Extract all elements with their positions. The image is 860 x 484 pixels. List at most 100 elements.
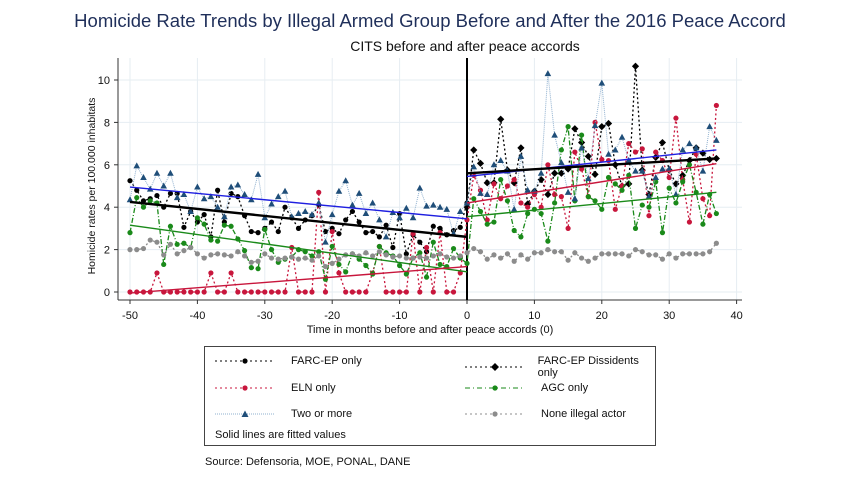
data-point xyxy=(356,219,362,225)
data-point xyxy=(484,256,490,262)
data-point xyxy=(497,157,504,164)
data-point xyxy=(134,187,140,193)
data-point xyxy=(262,226,268,233)
data-point xyxy=(396,214,403,221)
data-point xyxy=(316,189,322,195)
data-point xyxy=(504,183,511,189)
data-point xyxy=(173,194,181,201)
data-point xyxy=(167,169,174,176)
data-point xyxy=(592,255,598,261)
data-point xyxy=(450,245,457,252)
fitted-line xyxy=(466,157,717,175)
x-tick-label: 0 xyxy=(464,310,470,322)
data-point xyxy=(585,194,591,200)
data-point xyxy=(255,266,261,272)
data-point xyxy=(376,234,382,240)
data-point xyxy=(443,205,451,212)
data-point xyxy=(537,169,545,176)
data-point xyxy=(545,238,551,244)
data-point xyxy=(490,161,498,168)
data-point xyxy=(397,289,403,295)
data-point xyxy=(316,253,322,259)
legend-item-agc: AGC only xyxy=(465,382,588,394)
data-point xyxy=(646,204,652,210)
data-point xyxy=(504,198,511,204)
data-point xyxy=(619,251,625,257)
legend-label: FARC-EP Dissidents only xyxy=(537,355,639,379)
data-point xyxy=(652,174,660,181)
data-point xyxy=(309,257,315,263)
data-point xyxy=(363,250,369,256)
data-point xyxy=(127,289,133,295)
data-point xyxy=(181,224,187,230)
data-point xyxy=(221,289,227,295)
legend-item-eln: ELN only xyxy=(215,382,336,394)
y-tick-label: 4 xyxy=(104,202,110,214)
data-point xyxy=(416,184,424,191)
data-point xyxy=(201,289,207,295)
data-point xyxy=(464,260,470,266)
data-point xyxy=(228,190,234,197)
data-point xyxy=(639,146,645,152)
data-point xyxy=(517,152,525,159)
data-point xyxy=(491,219,497,225)
data-point xyxy=(126,196,134,203)
legend-label: ELN only xyxy=(291,382,336,394)
data-point xyxy=(531,250,538,256)
data-point xyxy=(362,210,370,217)
data-point xyxy=(577,138,586,147)
y-axis-label: Homicide rates per 100.000 inhabitats xyxy=(86,98,98,275)
data-point xyxy=(248,259,254,265)
y-tick-label: 0 xyxy=(104,287,110,299)
data-point xyxy=(632,167,639,174)
data-point xyxy=(599,156,605,163)
x-tick-label: 40 xyxy=(730,310,742,322)
data-point xyxy=(673,115,679,121)
data-point xyxy=(268,200,275,207)
data-point xyxy=(255,230,261,236)
data-point xyxy=(666,185,672,191)
data-point xyxy=(430,253,436,259)
data-point xyxy=(241,248,248,254)
data-point xyxy=(552,191,558,198)
data-point xyxy=(308,211,316,218)
data-point xyxy=(133,162,141,169)
data-point xyxy=(591,170,599,178)
data-point xyxy=(383,289,389,295)
legend-symbol-circle xyxy=(465,385,525,391)
data-point xyxy=(558,147,564,153)
data-point xyxy=(295,289,302,295)
data-point xyxy=(525,256,531,262)
data-point xyxy=(618,133,626,140)
data-point xyxy=(450,255,457,261)
series-line xyxy=(129,126,717,280)
data-point xyxy=(430,239,436,245)
data-point xyxy=(180,190,188,197)
data-point xyxy=(578,255,585,261)
legend-label: Two or more xyxy=(291,408,353,420)
data-point xyxy=(268,255,275,261)
data-point xyxy=(679,171,687,179)
data-point xyxy=(700,196,706,202)
data-point xyxy=(558,159,565,166)
data-point xyxy=(605,174,612,181)
data-point xyxy=(558,249,564,255)
data-point xyxy=(646,252,652,258)
data-point xyxy=(605,251,612,257)
data-point xyxy=(315,199,323,206)
legend-note: Solid lines are fitted values xyxy=(215,429,346,441)
data-point xyxy=(625,180,633,188)
data-point xyxy=(140,245,147,252)
data-point xyxy=(342,177,349,184)
data-point xyxy=(511,258,517,264)
data-point xyxy=(525,210,531,217)
data-point xyxy=(525,204,531,210)
data-point xyxy=(591,122,599,129)
data-point xyxy=(134,195,140,201)
data-point xyxy=(134,247,140,253)
data-point xyxy=(208,252,214,258)
data-point xyxy=(390,244,396,251)
data-point xyxy=(227,183,235,190)
data-point xyxy=(632,247,639,253)
data-point xyxy=(470,146,478,154)
